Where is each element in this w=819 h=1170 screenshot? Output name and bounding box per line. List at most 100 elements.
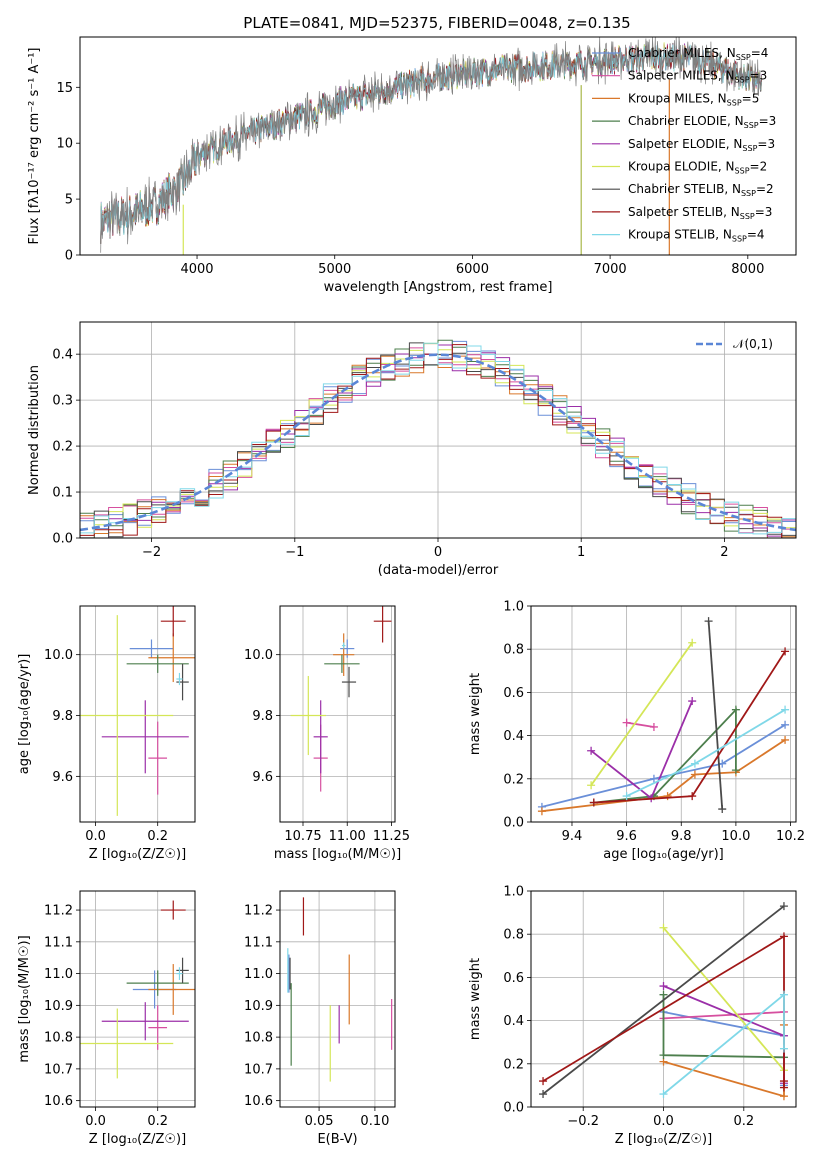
weight-point-marker: [781, 647, 790, 656]
errorbar-point: [176, 957, 189, 984]
y-tick-label: 0.4: [52, 348, 73, 363]
weight-point-marker: [539, 1077, 548, 1086]
x-tick-label: 10.75: [284, 829, 321, 844]
weight-point-marker: [779, 990, 788, 999]
weight-point-marker: [622, 792, 631, 801]
axes-frame: [530, 890, 797, 1108]
weight-point-marker: [731, 705, 740, 714]
x-tick-label: −2: [142, 545, 161, 560]
y-tick-label: 5: [65, 193, 73, 208]
weight-point-marker: [781, 720, 790, 729]
weight-series-line: [663, 1024, 785, 1098]
y-tick-label: 10.0: [244, 648, 273, 663]
weight-point-marker: [704, 617, 713, 626]
x-tick-label: 0: [434, 545, 442, 560]
y-tick-label: 10.8: [244, 1031, 273, 1046]
chart-residuals: −2 −1 0 1 2 0.0 0.1 0.2 0.3 0.4 𝒩(0,1) (data-model)…: [27, 321, 797, 578]
weight-point-marker: [659, 990, 668, 999]
x-tick-label: 0.2: [147, 1114, 168, 1129]
weight-point-marker: [663, 792, 672, 801]
legend-label: Chabrier STELIB, NSSP=2: [628, 182, 774, 198]
y-tick-label: 10.7: [244, 1062, 273, 1077]
x-axis-label: Z [log₁₀(Z/Z☉)]: [89, 847, 186, 862]
x-tick-label: 10.0: [721, 829, 750, 844]
x-axis-label: wavelength [Angstrom, rest frame]: [324, 280, 553, 295]
y-tick-label: 10.9: [244, 999, 273, 1014]
errorbar-point: [290, 675, 326, 756]
x-tick-label: 4000: [180, 262, 213, 277]
weight-point-marker: [659, 1090, 668, 1099]
plot-area: [537, 617, 790, 816]
plot-area: [100, 37, 762, 255]
axes-frame: [279, 890, 396, 1108]
x-tick-label: 8000: [731, 262, 764, 277]
weight-series-line: [626, 721, 655, 728]
y-tick-label: 10.6: [44, 1094, 73, 1109]
plot-area: [80, 900, 195, 1079]
x-tick-label: 1: [577, 545, 585, 560]
weight-series-line: [590, 700, 694, 800]
y-tick-label: 0: [65, 249, 73, 264]
y-tick-label: 10.7: [44, 1062, 73, 1077]
x-tick-label: 0.2: [147, 829, 168, 844]
x-tick-label: 11.25: [373, 829, 410, 844]
legend-label: Salpeter STELIB, NSSP=3: [628, 205, 772, 221]
y-tick-label: 0.4: [503, 729, 524, 744]
y-tick-label: 11.1: [244, 935, 273, 950]
errorbar-point: [176, 663, 189, 701]
y-tick-label: 15: [56, 81, 73, 96]
residual-histogram: [80, 342, 796, 538]
chart-age_vs_mass: 10.75 11.00 11.25 9.6 9.8 10.0 mass [log₁₀(M/M…: [244, 605, 410, 862]
residual-histogram: [80, 344, 796, 538]
y-tick-label: 9.8: [52, 709, 73, 724]
y-tick-label: 10.6: [244, 1094, 273, 1109]
y-tick-label: 9.6: [52, 770, 73, 785]
x-tick-label: 0.05: [305, 1114, 334, 1129]
chart-mass_vs_EBV: 0.05 0.10 10.6 10.7 10.8 10.9 11.0 11.1 11.2 E(B-…: [244, 890, 396, 1147]
x-tick-label: 0.0: [85, 829, 106, 844]
weight-point-marker: [688, 697, 697, 706]
legend-label: Salpeter ELODIE, NSSP=3: [628, 137, 775, 153]
weight-series-line: [542, 905, 785, 1095]
weight-point-marker: [718, 805, 727, 814]
plot-area: [539, 902, 788, 1101]
y-tick-label: 0.3: [52, 394, 73, 409]
x-axis-label: E(B-V): [317, 1132, 357, 1147]
y-tick-label: 0.2: [52, 440, 73, 455]
weight-series-line: [626, 708, 786, 797]
errorbar-point: [333, 633, 355, 676]
weight-series-line: [541, 739, 786, 813]
y-tick-label: 0.8: [503, 928, 524, 943]
y-tick-label: 9.8: [252, 709, 273, 724]
axes-frame: [279, 605, 396, 823]
x-axis-label: age [log₁₀(age/yr)]: [603, 847, 724, 862]
y-axis-label: mass weight: [468, 673, 483, 755]
y-tick-label: 10: [56, 137, 73, 152]
y-tick-label: 0.2: [503, 772, 524, 787]
chart-spectrum: 4000 5000 6000 7000 8000 0 5 10 15 Chabrier MILES…: [27, 36, 797, 295]
errorbar-point: [313, 700, 328, 774]
errorbar-point: [176, 672, 183, 686]
legend-label: Kroupa ELODIE, NSSP=2: [628, 160, 767, 176]
chart-mass_vs_Z: 0.0 0.2 10.6 10.7 10.8 10.9 11.0 11.1 11.2 Z [log…: [17, 890, 196, 1147]
y-tick-label: 1.0: [503, 600, 524, 615]
weight-point-marker: [659, 923, 668, 932]
weight-point-marker: [690, 770, 699, 779]
x-axis-label: Z [log₁₀(Z/Z☉)]: [89, 1132, 186, 1147]
y-tick-label: 11.2: [44, 904, 73, 919]
y-tick-label: 11.0: [244, 967, 273, 982]
legend: Chabrier MILES, NSSP=4 Salpeter MILES, NS…: [592, 46, 776, 244]
y-tick-label: 0.8: [503, 643, 524, 658]
x-tick-label: 11.00: [329, 829, 366, 844]
weight-point-marker: [649, 774, 658, 783]
weight-series-line: [662, 927, 785, 1071]
normal-reference-curve: [80, 353, 796, 532]
weight-point-marker: [779, 1092, 788, 1101]
errorbar-point: [176, 967, 183, 980]
y-tick-label: 0.4: [503, 1014, 524, 1029]
y-tick-label: 0.0: [503, 816, 524, 831]
x-tick-label: 7000: [594, 262, 627, 277]
x-tick-label: 5000: [318, 262, 351, 277]
y-tick-label: 0.0: [52, 532, 73, 547]
observed-spectrum-line: [100, 37, 762, 253]
